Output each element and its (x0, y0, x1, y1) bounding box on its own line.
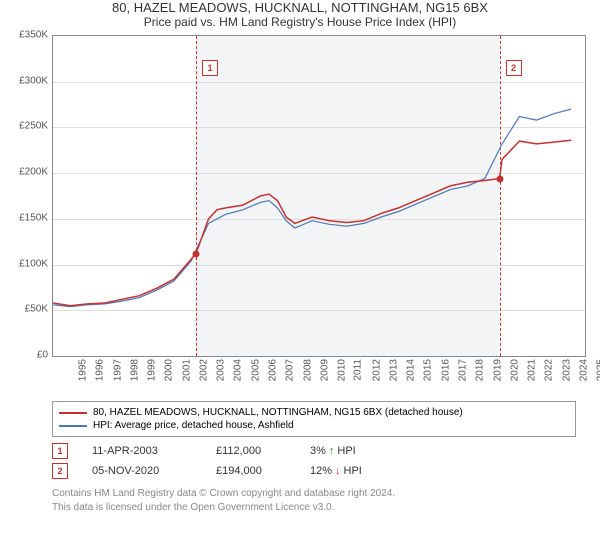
sale-marker (193, 250, 200, 257)
x-tick-label: 2002 (198, 359, 209, 381)
series-hpi (53, 109, 571, 307)
page-title: 80, HAZEL MEADOWS, HUCKNALL, NOTTINGHAM,… (0, 0, 600, 15)
chart-lines (53, 36, 585, 356)
x-tick-label: 2004 (233, 359, 244, 381)
x-tick-label: 2005 (250, 359, 261, 381)
x-tick-label: 2008 (302, 359, 313, 381)
event-row: 1 11-APR-2003 £112,000 3% ↑ HPI (52, 441, 576, 461)
page-subtitle: Price paid vs. HM Land Registry's House … (0, 15, 600, 29)
y-tick-label: £100K (19, 258, 48, 269)
x-axis: 1995 1996 1997 1998 1999 2000 2001 2002 2003 2004… (52, 355, 584, 393)
footer-line: This data is licensed under the Open Gov… (52, 501, 576, 515)
legend-swatch (59, 412, 87, 414)
legend-item: 80, HAZEL MEADOWS, HUCKNALL, NOTTINGHAM,… (59, 406, 569, 419)
x-tick-label: 1996 (95, 359, 106, 381)
legend-label: HPI: Average price, detached house, Ashf… (93, 420, 294, 431)
x-tick-label: 1999 (146, 359, 157, 381)
legend-label: 80, HAZEL MEADOWS, HUCKNALL, NOTTINGHAM,… (93, 407, 463, 418)
x-tick-label: 2016 (440, 359, 451, 381)
x-tick-label: 2024 (578, 359, 589, 381)
x-tick-label: 2000 (164, 359, 175, 381)
chart: £0£50K£100K£150K£200K£250K£300K£350K 12 … (8, 35, 590, 395)
y-tick-label: £150K (19, 212, 48, 223)
x-tick-label: 2025 (595, 359, 600, 381)
events-table: 1 11-APR-2003 £112,000 3% ↑ HPI 2 05-NOV-2020… (52, 441, 576, 481)
x-tick-label: 2014 (405, 359, 416, 381)
legend: 80, HAZEL MEADOWS, HUCKNALL, NOTTINGHAM,… (52, 401, 576, 437)
event-change: 3% ↑ HPI (310, 445, 356, 457)
event-price: £112,000 (216, 445, 286, 457)
x-tick-label: 2012 (371, 359, 382, 381)
plot-area: 12 (52, 35, 586, 357)
event-row: 2 05-NOV-2020 £194,000 12% ↓ HPI (52, 461, 576, 481)
y-tick-label: £300K (19, 75, 48, 86)
arrow-up-icon: ↑ (329, 445, 335, 457)
event-num: 2 (52, 463, 68, 479)
x-tick-label: 2009 (319, 359, 330, 381)
x-tick-label: 2001 (181, 359, 192, 381)
x-tick-label: 2019 (492, 359, 503, 381)
legend-item: HPI: Average price, detached house, Ashf… (59, 419, 569, 432)
x-tick-label: 2018 (475, 359, 486, 381)
x-tick-label: 2020 (509, 359, 520, 381)
event-change: 12% ↓ HPI (310, 465, 362, 477)
event-price: £194,000 (216, 465, 286, 477)
y-tick-label: £50K (25, 304, 48, 315)
x-tick-label: 2022 (544, 359, 555, 381)
y-tick-label: £0 (37, 350, 48, 361)
footer-line: Contains HM Land Registry data © Crown c… (52, 487, 576, 501)
event-date: 11-APR-2003 (92, 445, 192, 457)
x-tick-label: 1995 (77, 359, 88, 381)
y-tick-label: £350K (19, 30, 48, 41)
x-tick-label: 2017 (457, 359, 468, 381)
x-tick-label: 2007 (285, 359, 296, 381)
x-tick-label: 2011 (353, 359, 364, 381)
arrow-down-icon: ↓ (335, 465, 341, 477)
x-tick-label: 2006 (267, 359, 278, 381)
sale-marker (496, 175, 503, 182)
y-tick-label: £250K (19, 121, 48, 132)
y-tick-label: £200K (19, 167, 48, 178)
x-tick-label: 1998 (129, 359, 140, 381)
x-tick-label: 2003 (215, 359, 226, 381)
event-date: 05-NOV-2020 (92, 465, 192, 477)
x-tick-label: 2021 (526, 359, 537, 381)
event-num: 1 (52, 443, 68, 459)
x-tick-label: 2010 (336, 359, 347, 381)
legend-swatch (59, 425, 87, 427)
x-tick-label: 1997 (112, 359, 123, 381)
x-tick-label: 2015 (423, 359, 434, 381)
x-tick-label: 2023 (561, 359, 572, 381)
series-property (53, 140, 571, 306)
footer: Contains HM Land Registry data © Crown c… (52, 487, 576, 514)
y-axis: £0£50K£100K£150K£200K£250K£300K£350K (8, 35, 52, 355)
x-tick-label: 2013 (388, 359, 399, 381)
